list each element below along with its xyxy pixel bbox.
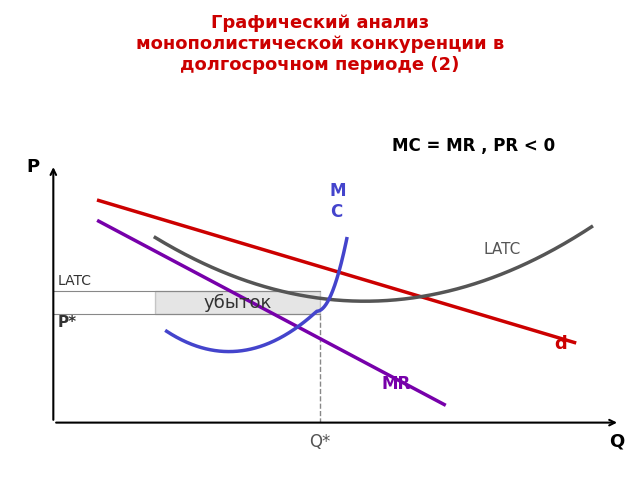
Text: убыток: убыток <box>204 293 271 312</box>
Text: MC = MR , PR < 0: MC = MR , PR < 0 <box>392 137 555 155</box>
Text: Графический анализ
монополистической конкуренции в
долгосрочном периоде (2): Графический анализ монополистической кон… <box>136 14 504 74</box>
Text: M
C: M C <box>330 182 346 221</box>
Text: Q: Q <box>609 433 625 451</box>
Text: P*: P* <box>58 315 77 330</box>
Text: P: P <box>26 158 39 176</box>
Text: LATC: LATC <box>58 274 92 288</box>
Text: Q*: Q* <box>309 433 330 451</box>
Text: d: d <box>555 335 568 353</box>
Text: LATC: LATC <box>484 242 521 257</box>
Text: MR: MR <box>382 375 411 393</box>
Bar <box>156 291 319 314</box>
